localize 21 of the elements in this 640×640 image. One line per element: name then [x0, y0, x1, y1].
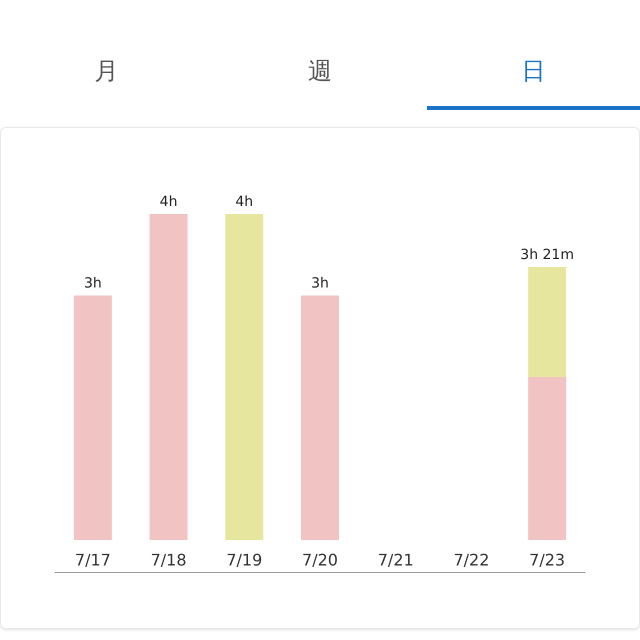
data-label: 4h: [235, 194, 254, 210]
bar: [150, 214, 188, 540]
x-tick-label: 7/21: [378, 550, 414, 570]
bar: [301, 296, 339, 540]
x-tick-label: 7/22: [453, 550, 490, 570]
bar: [528, 266, 566, 377]
x-tick-label: 7/18: [150, 550, 187, 570]
data-label: 3h: [84, 276, 102, 292]
bar: [225, 214, 264, 540]
bar: [528, 377, 566, 540]
text: 週: [306, 56, 333, 87]
text: 月: [94, 56, 120, 87]
x-tick-label: 7/23: [529, 550, 566, 570]
data-label: 3h: [311, 276, 329, 292]
x-tick-label: 7/20: [302, 550, 338, 570]
data-label: 4h: [160, 194, 178, 210]
total-label: 3h 21m: [520, 246, 574, 263]
x-tick-label: 7/17: [74, 550, 111, 570]
x-tick-label: 7/19: [226, 550, 262, 570]
text: 日: [520, 56, 546, 87]
bar: [74, 296, 112, 540]
